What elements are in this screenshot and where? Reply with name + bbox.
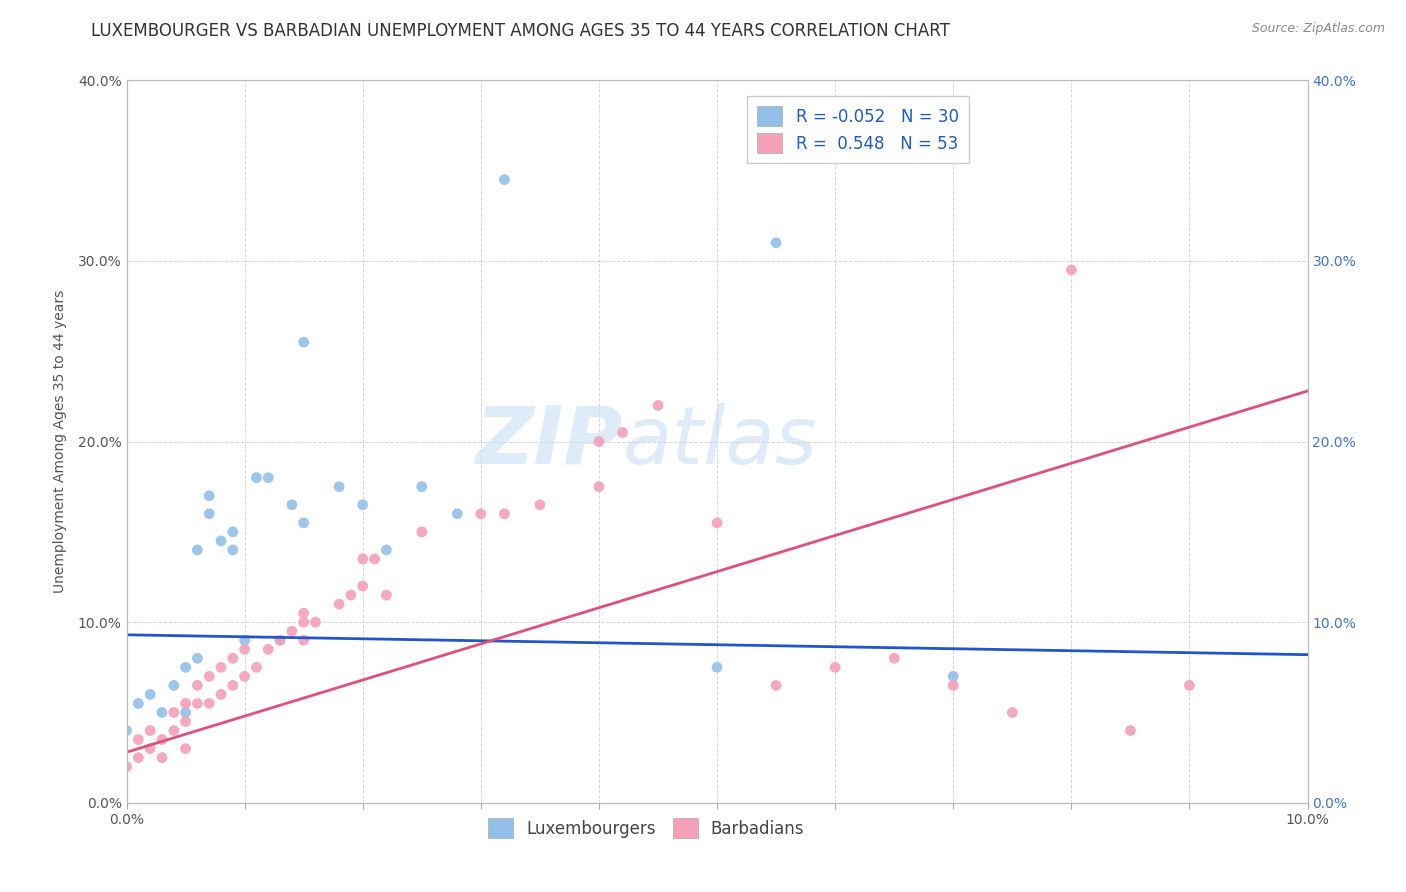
Point <box>470 507 492 521</box>
Point <box>1119 723 1142 738</box>
Point <box>139 741 162 756</box>
Point <box>174 697 197 711</box>
Point <box>647 398 669 412</box>
Legend: Luxembourgers, Barbadians: Luxembourgers, Barbadians <box>481 812 811 845</box>
Point <box>127 750 149 764</box>
Point <box>257 471 280 485</box>
Point <box>150 732 173 747</box>
Point <box>328 597 350 611</box>
Point <box>765 678 787 692</box>
Point <box>1060 263 1083 277</box>
Point <box>446 507 468 521</box>
Point <box>588 434 610 449</box>
Text: atlas: atlas <box>623 402 817 481</box>
Text: LUXEMBOURGER VS BARBADIAN UNEMPLOYMENT AMONG AGES 35 TO 44 YEARS CORRELATION CHA: LUXEMBOURGER VS BARBADIAN UNEMPLOYMENT A… <box>91 22 950 40</box>
Point <box>139 723 162 738</box>
Point <box>233 633 256 648</box>
Point <box>174 706 197 720</box>
Point <box>883 651 905 665</box>
Point <box>352 552 374 566</box>
Point <box>174 741 197 756</box>
Point <box>942 678 965 692</box>
Point <box>706 660 728 674</box>
Point <box>186 678 208 692</box>
Point <box>233 669 256 683</box>
Point <box>269 633 291 648</box>
Point <box>163 706 186 720</box>
Point <box>115 723 138 738</box>
Point <box>1178 678 1201 692</box>
Point <box>174 660 197 674</box>
Point <box>257 642 280 657</box>
Point <box>494 172 516 186</box>
Point <box>340 588 363 602</box>
Point <box>352 498 374 512</box>
Point <box>186 651 208 665</box>
Point <box>222 542 245 557</box>
Point <box>198 507 221 521</box>
Text: ZIP: ZIP <box>475 402 623 481</box>
Point <box>292 606 315 620</box>
Text: Source: ZipAtlas.com: Source: ZipAtlas.com <box>1251 22 1385 36</box>
Point <box>292 335 315 350</box>
Point <box>304 615 326 630</box>
Point <box>127 732 149 747</box>
Point <box>588 480 610 494</box>
Point <box>139 687 162 701</box>
Point <box>209 687 232 701</box>
Point <box>411 524 433 539</box>
Point <box>245 660 267 674</box>
Point <box>292 633 315 648</box>
Point <box>375 542 398 557</box>
Point <box>269 633 291 648</box>
Point <box>150 706 173 720</box>
Point <box>292 516 315 530</box>
Point <box>198 669 221 683</box>
Y-axis label: Unemployment Among Ages 35 to 44 years: Unemployment Among Ages 35 to 44 years <box>52 290 66 593</box>
Point <box>186 697 208 711</box>
Point <box>127 697 149 711</box>
Point <box>222 651 245 665</box>
Point <box>245 471 267 485</box>
Point <box>163 723 186 738</box>
Point <box>222 678 245 692</box>
Point <box>209 660 232 674</box>
Point <box>198 489 221 503</box>
Point <box>222 524 245 539</box>
Point <box>174 714 197 729</box>
Point <box>363 552 385 566</box>
Point <box>328 480 350 494</box>
Point <box>1001 706 1024 720</box>
Point <box>281 624 304 639</box>
Point <box>411 480 433 494</box>
Point <box>352 579 374 593</box>
Point <box>612 425 634 440</box>
Point <box>765 235 787 250</box>
Point <box>494 507 516 521</box>
Point <box>281 498 304 512</box>
Point <box>209 533 232 548</box>
Point <box>824 660 846 674</box>
Point <box>115 760 138 774</box>
Point <box>529 498 551 512</box>
Point <box>375 588 398 602</box>
Point <box>706 516 728 530</box>
Point <box>163 678 186 692</box>
Point <box>942 669 965 683</box>
Point <box>233 642 256 657</box>
Point <box>292 615 315 630</box>
Point <box>150 750 173 764</box>
Point <box>198 697 221 711</box>
Point <box>186 542 208 557</box>
